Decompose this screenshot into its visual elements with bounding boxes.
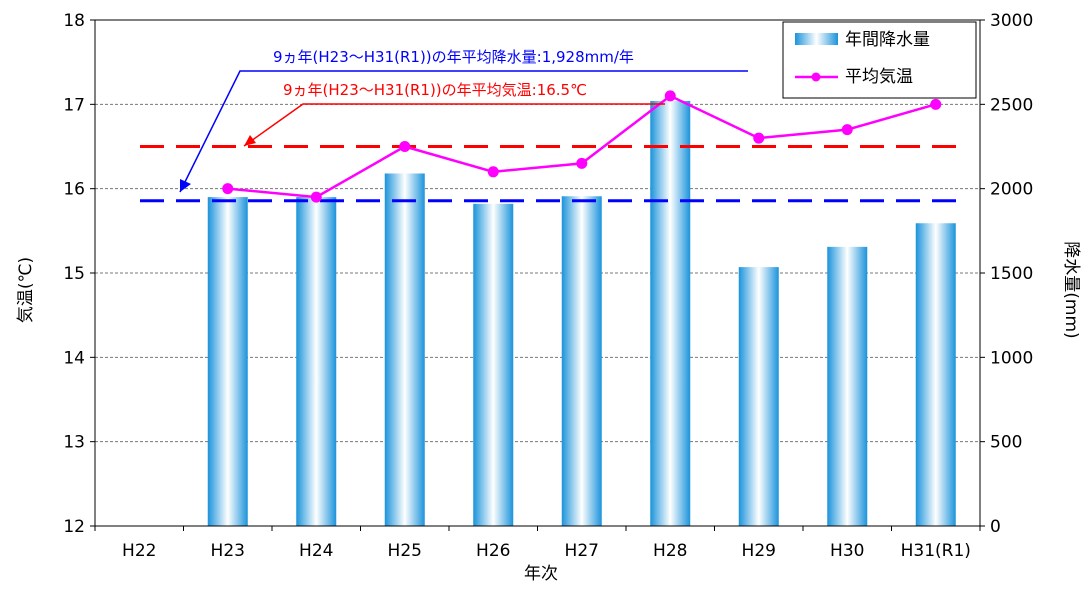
x-tick-label: H25 — [388, 541, 422, 561]
x-tick-label: H24 — [299, 541, 333, 561]
bar — [207, 197, 248, 526]
annotations: 9ヵ年(H23～H31(R1))の年平均降水量:1,928mm/年 9ヵ年(H23… — [179, 48, 748, 193]
bar — [738, 267, 779, 526]
y-right-tick-label: 1000 — [990, 348, 1033, 368]
y-right-axis-title: 降水量(mm) — [1061, 241, 1081, 338]
annotation-temperature-text: 9ヵ年(H23～H31(R1))の年平均気温:16.5℃ — [283, 81, 587, 99]
reference-lines — [140, 145, 968, 203]
temperature-point — [399, 141, 411, 152]
bar — [915, 223, 956, 526]
x-tick-label: H29 — [742, 541, 776, 561]
y-right-tick-label: 2000 — [990, 180, 1033, 200]
y-right-tick-label: 1500 — [990, 264, 1033, 284]
x-tick-label: H30 — [830, 541, 864, 561]
bar — [384, 173, 425, 526]
annotation-precipitation-text: 9ヵ年(H23～H31(R1))の年平均降水量:1,928mm/年 — [273, 48, 634, 66]
bar — [827, 246, 868, 526]
axes: 12 13 14 15 16 17 18 0 500 1000 1500 2000 2500 3000 H2… — [63, 11, 1033, 561]
y-left-tick-label: 13 — [63, 433, 85, 453]
y-left-axis-title: 気温(℃) — [16, 257, 36, 323]
legend-line-marker — [811, 72, 821, 82]
bars — [207, 100, 956, 527]
y-left-tick-label: 15 — [63, 264, 85, 284]
legend-label-line: 平均気温 — [845, 67, 913, 87]
y-right-tick-label: 3000 — [990, 11, 1033, 31]
y-right-tick-label: 0 — [990, 517, 1001, 537]
annotation-temperature-arrowhead — [244, 135, 256, 146]
temperature-point — [222, 183, 234, 195]
legend-bar-swatch — [795, 33, 838, 45]
bar — [473, 203, 514, 526]
annotation-precipitation-leader — [179, 70, 748, 193]
temperature-point — [310, 191, 322, 203]
legend: 年間降水量 平均気温 — [782, 21, 977, 99]
bar — [561, 196, 602, 527]
y-left-tick-label: 16 — [63, 180, 85, 200]
bar — [296, 197, 337, 526]
x-axis-title: 年次 — [524, 564, 558, 584]
x-tick-label: H23 — [211, 541, 245, 561]
temperature-point — [753, 132, 765, 144]
x-tick-label: H31(R1) — [901, 541, 971, 561]
annotation-temperature-leader — [243, 103, 665, 147]
temperature-point — [930, 98, 942, 110]
temperature-point — [664, 90, 676, 102]
x-tick-label: H28 — [653, 541, 687, 561]
temperature-point — [576, 157, 588, 169]
annotation-precipitation-arrowhead — [180, 179, 191, 192]
temperature-point — [841, 124, 853, 136]
x-tick-label: H26 — [476, 541, 510, 561]
y-left-tick-label: 14 — [63, 348, 85, 368]
y-left-tick-label: 18 — [63, 11, 85, 31]
y-right-tick-label: 500 — [990, 433, 1022, 453]
y-right-tick-label: 2500 — [990, 95, 1033, 115]
bar — [650, 100, 691, 527]
line-series — [222, 90, 942, 203]
y-left-tick-label: 12 — [63, 517, 85, 537]
x-tick-label: H27 — [565, 541, 599, 561]
legend-label-bars: 年間降水量 — [845, 30, 930, 50]
y-left-tick-label: 17 — [63, 95, 85, 115]
x-tick-label: H22 — [122, 541, 156, 561]
temperature-point — [487, 166, 499, 178]
